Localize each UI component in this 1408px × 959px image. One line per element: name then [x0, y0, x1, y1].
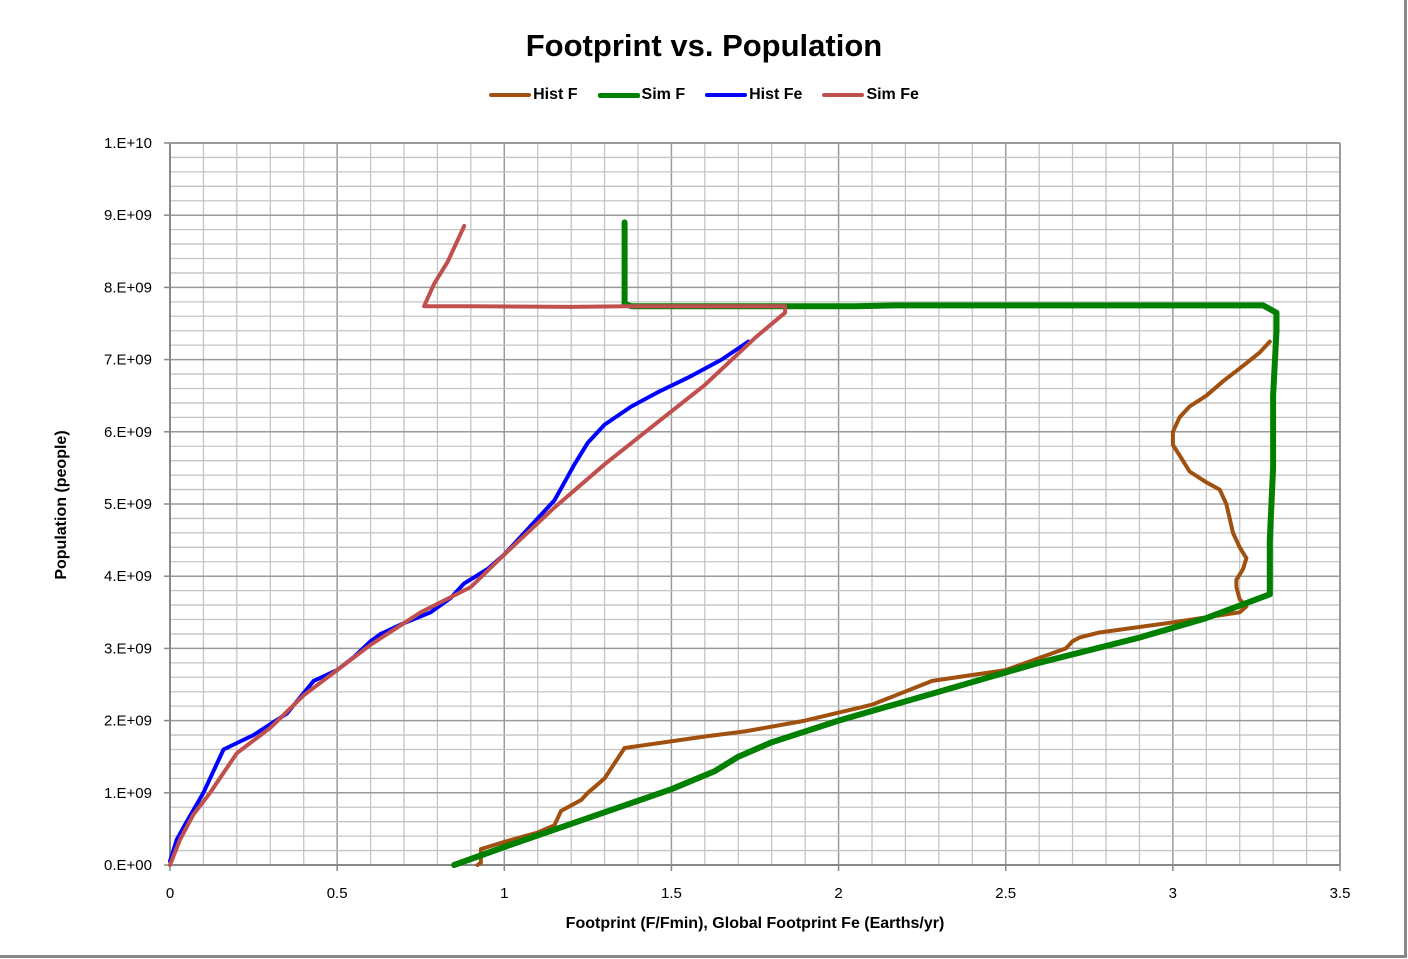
- legend-item-hist-fe: Hist Fe: [705, 86, 802, 104]
- legend-swatch-sim-fe: [822, 93, 865, 97]
- y-tick-label: 0.E+00: [104, 857, 152, 874]
- y-tick-label: 9.E+09: [104, 207, 152, 224]
- chart-legend: Hist F Sim F Hist Fe Sim Fe: [0, 86, 1408, 104]
- legend-item-hist-f: Hist F: [489, 86, 578, 104]
- x-tick-label: 1: [500, 885, 508, 902]
- legend-item-sim-f: Sim F: [597, 86, 686, 104]
- gridlines: [169, 142, 1341, 866]
- x-tick-label: 2.5: [995, 885, 1016, 902]
- series-line-hist-fe: [168, 339, 751, 864]
- axes: [164, 142, 1341, 871]
- y-tick-label: 1.E+09: [104, 785, 152, 802]
- legend-swatch-sim-f: [597, 92, 640, 98]
- x-tick-label: 0: [166, 885, 174, 902]
- x-tick-label: 3: [1169, 885, 1177, 902]
- legend-swatch-hist-fe: [705, 93, 748, 97]
- y-tick-label: 3.E+09: [104, 640, 152, 657]
- y-tick-label: 4.E+09: [104, 568, 152, 585]
- x-tick-label: 1.5: [661, 885, 682, 902]
- legend-label: Sim F: [641, 86, 686, 103]
- chart-title: Footprint vs. Population: [525, 28, 883, 63]
- series-line-hist-f: [475, 339, 1272, 867]
- series-line-sim-fe: [168, 224, 788, 867]
- legend-label: Hist F: [533, 86, 578, 103]
- y-tick-label: 6.E+09: [104, 424, 152, 441]
- y-tick-label: 5.E+09: [104, 496, 152, 513]
- legend-label: Hist Fe: [749, 86, 803, 103]
- data-series: [168, 219, 1280, 868]
- y-tick-label: 7.E+09: [104, 352, 152, 369]
- x-tick-label: 2: [834, 885, 842, 902]
- legend-swatch-hist-f: [489, 93, 532, 97]
- x-axis-label: Footprint (F/Fmin), Global Footprint Fe …: [565, 915, 945, 932]
- y-tick-label: 1.E+10: [104, 135, 152, 152]
- tick-labels: 0 0.5 1 1.5 2 2.5 3 3.5 0.E+00 1.E+09 2.E+09 3.E+09…: [104, 135, 1350, 902]
- y-tick-label: 8.E+09: [104, 279, 152, 296]
- series-line-sim-f: [451, 219, 1280, 868]
- legend-item-sim-fe: Sim Fe: [822, 86, 919, 104]
- legend-label: Sim Fe: [866, 86, 919, 103]
- y-tick-label: 2.E+09: [104, 713, 152, 730]
- x-tick-label: 3.5: [1330, 885, 1351, 902]
- x-tick-label: 0.5: [327, 885, 348, 902]
